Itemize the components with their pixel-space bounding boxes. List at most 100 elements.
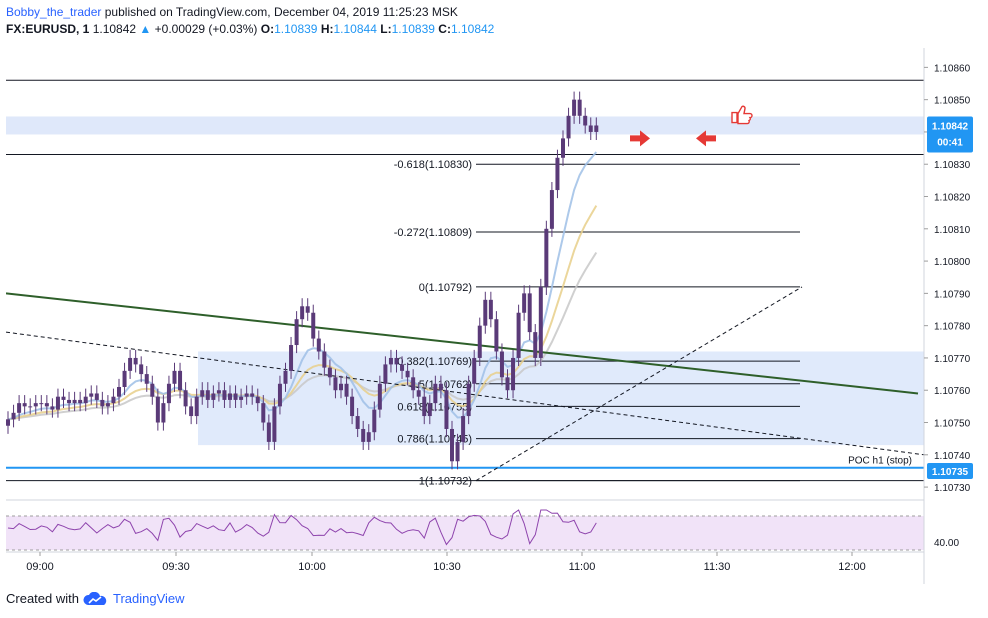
time-tick-label: 09:00 xyxy=(26,561,54,573)
downtrend-line xyxy=(5,292,919,395)
price-tick-label: 1.10830 xyxy=(934,160,971,171)
price-tick-label: 1.10760 xyxy=(934,386,971,397)
candle-body xyxy=(483,299,488,326)
fib-level-label: 0.786(1.10745) xyxy=(397,434,472,446)
candle-body xyxy=(311,312,316,339)
candle-body xyxy=(250,393,255,397)
candle-body xyxy=(122,370,127,387)
candle-body xyxy=(561,138,565,158)
thumbs-up-icon xyxy=(731,105,753,125)
candle-body xyxy=(400,364,405,371)
candle-body xyxy=(89,393,94,397)
candle-body xyxy=(588,125,593,132)
candle-body xyxy=(555,157,560,191)
candle-body xyxy=(189,406,194,417)
candle-body xyxy=(427,403,432,417)
ema-blue-line xyxy=(7,151,598,421)
fib-diagonal-line xyxy=(475,286,803,482)
close-label: C: xyxy=(438,22,451,36)
candle-body xyxy=(411,377,416,391)
publish-info: published on TradingView.com, December 0… xyxy=(104,5,458,19)
candle-body xyxy=(361,428,366,442)
left-arrow xyxy=(696,130,716,147)
candle-body xyxy=(549,190,554,229)
rsi-tick-label: 40.00 xyxy=(934,538,959,549)
candle-body xyxy=(55,396,60,410)
current-price-tag xyxy=(927,116,973,153)
price-tick-label: 1.10860 xyxy=(934,63,971,74)
price-chart[interactable]: POC h1 (stop) -0.618(1.10830) -0.272(1.10… xyxy=(5,48,988,584)
candle-body xyxy=(255,396,260,404)
candle-body xyxy=(277,383,282,407)
tradingview-link[interactable]: TradingView xyxy=(112,591,185,606)
candle-body xyxy=(383,364,388,384)
candle-body xyxy=(155,396,160,423)
candle-body xyxy=(511,357,516,391)
candle-body xyxy=(166,383,171,404)
candle-body xyxy=(294,319,299,346)
fib-level-label: 0.618(1.10755) xyxy=(397,401,472,413)
ema-gray-line xyxy=(7,251,598,421)
change-up-icon: ▲ xyxy=(139,22,152,36)
time-tick-label: 11:00 xyxy=(569,561,596,573)
candle-body xyxy=(416,390,421,397)
open-value: 1.10839 xyxy=(274,22,318,36)
author-link[interactable]: Bobby_the_trader xyxy=(6,5,102,19)
footer: Created with TradingView xyxy=(6,591,185,606)
candle-body xyxy=(211,393,216,400)
candle-body xyxy=(133,357,138,365)
candle-body xyxy=(388,357,393,365)
price-change: +0.00029 (+0.03%) xyxy=(154,22,258,36)
candle-body xyxy=(533,332,538,358)
candle-body xyxy=(78,399,83,404)
candle-body xyxy=(111,396,116,404)
candle-body xyxy=(350,396,355,417)
candle-body xyxy=(283,370,288,384)
fib-level-label: -0.272(1.10809) xyxy=(394,227,472,239)
candle-body xyxy=(505,377,510,391)
candle-body xyxy=(289,345,294,371)
poc-price-tag xyxy=(927,462,973,479)
candle-body xyxy=(477,325,482,358)
chart-area[interactable]: POC h1 (stop) -0.618(1.10830) -0.272(1.10… xyxy=(5,48,988,584)
candle-body xyxy=(366,432,371,442)
price-tick-label: 1.10770 xyxy=(934,354,971,365)
candle-body xyxy=(144,374,149,384)
countdown-timer: 00:41 xyxy=(937,137,963,148)
candle-body xyxy=(455,441,460,462)
price-tick-label: 1.10810 xyxy=(934,225,971,236)
candle-body xyxy=(266,422,271,442)
candle-body xyxy=(438,383,443,391)
candle-body xyxy=(94,393,99,400)
time-tick-label: 09:30 xyxy=(162,561,190,573)
candle-body xyxy=(372,409,377,433)
candle-body xyxy=(394,357,399,365)
candle-body xyxy=(100,399,105,407)
low-label: L: xyxy=(380,22,392,36)
candle-body xyxy=(150,383,155,397)
candle-body xyxy=(11,412,16,420)
price-tick-label: 1.10790 xyxy=(934,289,971,300)
tradingview-cloud-icon xyxy=(83,591,107,605)
candle-body xyxy=(61,396,66,400)
price-tick-label: 1.10850 xyxy=(934,96,971,107)
candle-body xyxy=(466,383,471,417)
symbol-label[interactable]: FX:EURUSD, 1 xyxy=(6,22,90,36)
fib-level-label: -0.618(1.10830) xyxy=(394,159,472,171)
candle-body xyxy=(205,390,210,400)
price-tick-label: 1.10780 xyxy=(934,322,971,333)
high-label: H: xyxy=(320,22,334,36)
rsi-band xyxy=(6,516,924,550)
candle-body xyxy=(200,390,205,397)
candle-body xyxy=(572,99,577,116)
candle-body xyxy=(67,399,72,404)
candle-body xyxy=(194,396,199,417)
last-price: 1.10842 xyxy=(92,22,137,36)
price-tick-label: 1.10800 xyxy=(934,257,971,268)
candle-body xyxy=(327,367,332,378)
publish-line: Bobby_the_trader published on TradingVie… xyxy=(6,4,494,21)
candle-body xyxy=(527,293,532,333)
candle-body xyxy=(444,390,449,429)
candle-body xyxy=(83,396,88,404)
fib-retracement-zone xyxy=(198,351,924,446)
